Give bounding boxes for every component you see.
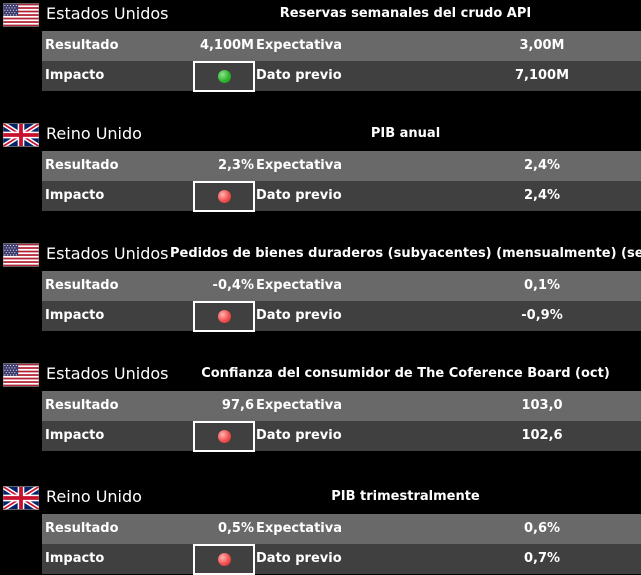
result-label: Resultado [45,158,119,173]
result-row: Resultado 0,5% Expectativa 0,6% [42,514,641,544]
result-value: 2,3% [217,158,254,173]
country-name: Estados Unidos [46,4,169,23]
previous-label: Dato previo [256,188,342,203]
expectation-label: Expectativa [256,278,342,293]
previous-label: Dato previo [256,68,342,83]
previous-label: Dato previo [256,428,342,443]
expectation-value: 0,6% [523,521,561,536]
country-name: Reino Unido [46,124,142,143]
event-card: Estados Unidos Pedidos de bienes durader… [0,240,641,332]
event-title: PIB anual [370,126,441,141]
result-row: Resultado 97,6 Expectativa 103,0 [42,391,641,421]
previous-value: 0,7% [523,551,561,566]
result-row: Resultado 2,3% Expectativa 2,4% [42,151,641,181]
event-title: Reservas semanales del crudo API [279,6,532,21]
result-label: Resultado [45,521,119,536]
result-value: -0,4% [212,278,254,293]
result-value: 4,100M [199,38,254,53]
country-name: Estados Unidos [46,244,169,263]
event-card: Reino Unido PIB anual Resultado 2,3% Exp… [0,120,641,212]
impact-row: Impacto Dato previo 0,7% [42,544,641,575]
impact-label: Impacto [45,428,105,443]
impact-row: Impacto Dato previo 2,4% [42,181,641,212]
impact-label: Impacto [45,308,105,323]
impact-indicator-box [193,61,255,92]
result-row: Resultado -0,4% Expectativa 0,1% [42,271,641,301]
previous-value: 7,100M [514,68,570,83]
event-header: Estados Unidos Confianza del consumidor … [0,360,641,391]
impact-indicator-box [193,421,255,452]
us-flag-icon [3,3,39,27]
previous-value: -0,9% [521,308,563,323]
result-value: 0,5% [217,521,254,536]
event-title: Pedidos de bienes duraderos (subyacentes… [170,246,641,261]
expectation-label: Expectativa [256,398,342,413]
impact-indicator-box [193,181,255,212]
impact-row: Impacto Dato previo 102,6 [42,421,641,452]
result-value: 97,6 [221,398,254,413]
result-label: Resultado [45,38,119,53]
event-card: Estados Unidos Reservas semanales del cr… [0,0,641,92]
expectation-value: 0,1% [523,278,561,293]
result-label: Resultado [45,398,119,413]
expectation-label: Expectativa [256,38,342,53]
expectation-value: 2,4% [523,158,561,173]
event-header: Estados Unidos Reservas semanales del cr… [0,0,641,31]
us-flag-icon [3,243,39,267]
event-title: PIB trimestralmente [331,489,480,504]
previous-label: Dato previo [256,551,342,566]
impact-indicator-box [193,544,255,575]
impact-red-dot-icon [217,553,231,566]
impact-row: Impacto Dato previo -0,9% [42,301,641,332]
expectation-label: Expectativa [256,158,342,173]
event-title: Confianza del consumidor de The Coferenc… [201,366,610,381]
impact-red-dot-icon [217,190,231,203]
country-name: Reino Unido [46,487,142,506]
event-card: Estados Unidos Confianza del consumidor … [0,360,641,452]
impact-row: Impacto Dato previo 7,100M [42,61,641,92]
impact-red-dot-icon [217,430,231,443]
expectation-value: 3,00M [519,38,565,53]
event-header: Reino Unido PIB anual [0,120,641,151]
previous-label: Dato previo [256,308,342,323]
previous-value: 102,6 [521,428,563,443]
impact-indicator-box [193,301,255,332]
impact-label: Impacto [45,551,105,566]
impact-label: Impacto [45,68,105,83]
result-label: Resultado [45,278,119,293]
event-header: Reino Unido PIB trimestralmente [0,483,641,514]
event-header: Estados Unidos Pedidos de bienes durader… [0,240,641,271]
impact-red-dot-icon [217,310,231,323]
us-flag-icon [3,363,39,387]
expectation-label: Expectativa [256,521,342,536]
expectation-value: 103,0 [521,398,563,413]
uk-flag-icon [3,486,39,510]
uk-flag-icon [3,123,39,147]
result-row: Resultado 4,100M Expectativa 3,00M [42,31,641,61]
impact-green-dot-icon [217,70,231,83]
event-card: Reino Unido PIB trimestralmente Resultad… [0,483,641,575]
country-name: Estados Unidos [46,364,169,383]
previous-value: 2,4% [523,188,561,203]
impact-label: Impacto [45,188,105,203]
